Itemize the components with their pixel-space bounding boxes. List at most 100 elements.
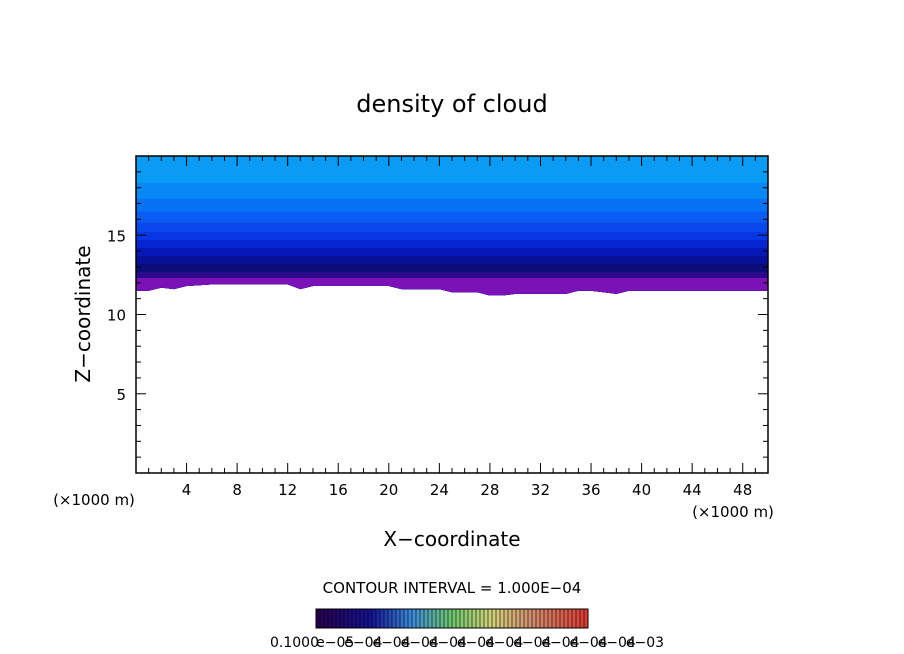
colorbar-segment — [428, 609, 432, 628]
colorbar-segment — [464, 609, 468, 628]
colorbar-label: e−03 — [626, 635, 664, 651]
colorbar-segment — [468, 609, 472, 628]
colorbar-segment — [520, 609, 524, 628]
colorbar-label: e−04 — [513, 635, 551, 651]
x-tick-label: 16 — [329, 481, 348, 499]
colorbar-segment — [412, 609, 416, 628]
colorbar-label: e−04 — [570, 635, 608, 651]
colorbar-segment — [500, 609, 504, 628]
colorbar-segment — [364, 609, 368, 628]
colorbar-segment — [548, 609, 552, 628]
x-tick-label: 4 — [182, 481, 192, 499]
x-tick-label: 20 — [379, 481, 398, 499]
colorbar-segment — [404, 609, 408, 628]
colorbar-label: e−05 — [316, 635, 354, 651]
colorbar-segment — [492, 609, 496, 628]
colorbar-segment — [456, 609, 460, 628]
colorbar-label: e−04 — [429, 635, 467, 651]
colorbar-label: e−04 — [344, 635, 382, 651]
colorbar-segment — [332, 609, 336, 628]
x-unit-label: (×1000 m) — [692, 503, 774, 521]
colorbar-label: e−04 — [485, 635, 523, 651]
colorbar-segment — [324, 609, 328, 628]
colorbar-segment — [560, 609, 564, 628]
colorbar-segment — [348, 609, 352, 628]
colorbar-segment — [564, 609, 568, 628]
colorbar — [315, 608, 589, 629]
colorbar-segment — [432, 609, 436, 628]
x-tick-label: 40 — [632, 481, 651, 499]
x-tick-label: 44 — [683, 481, 702, 499]
colorbar-segment — [452, 609, 456, 628]
colorbar-segment — [352, 609, 356, 628]
colorbar-segment — [316, 609, 320, 628]
colorbar-segment — [544, 609, 548, 628]
colorbar-segment — [580, 609, 584, 628]
colorbar-segment — [444, 609, 448, 628]
colorbar-segment — [416, 609, 420, 628]
chart-title: density of cloud — [356, 90, 547, 118]
colorbar-segment — [540, 609, 544, 628]
colorbar-segment — [536, 609, 540, 628]
colorbar-segment — [556, 609, 560, 628]
cloud-band — [136, 278, 768, 296]
x-tick-label: 36 — [581, 481, 600, 499]
colorbar-segment — [552, 609, 556, 628]
colorbar-label: e−04 — [372, 635, 410, 651]
x-tick-label: 32 — [531, 481, 550, 499]
colorbar-segment — [584, 609, 588, 628]
colorbar-segment — [504, 609, 508, 628]
colorbar-segment — [572, 609, 576, 628]
x-axis-label: X−coordinate — [383, 527, 520, 551]
colorbar-segment — [476, 609, 480, 628]
colorbar-segment — [380, 609, 384, 628]
colorbar-segment — [440, 609, 444, 628]
colorbar-segment — [472, 609, 476, 628]
colorbar-segment — [340, 609, 344, 628]
colorbar-segment — [448, 609, 452, 628]
colorbar-segment — [424, 609, 428, 628]
colorbar-segment — [356, 609, 360, 628]
colorbar-segment — [528, 609, 532, 628]
colorbar-segment — [568, 609, 572, 628]
colorbar-segment — [532, 609, 536, 628]
colorbar-segment — [320, 609, 324, 628]
colorbar-segment — [512, 609, 516, 628]
colorbar-label: 0.1000 — [270, 635, 319, 651]
colorbar-segment — [516, 609, 520, 628]
colorbar-segment — [460, 609, 464, 628]
y-tick-label: 15 — [107, 227, 126, 245]
colorbar-segment — [420, 609, 424, 628]
colorbar-segment — [372, 609, 376, 628]
x-tick-label: 28 — [480, 481, 499, 499]
contour-interval-label: CONTOUR INTERVAL = 1.000E−04 — [323, 579, 582, 597]
x-tick-label: 8 — [232, 481, 242, 499]
colorbar-segment — [336, 609, 340, 628]
colorbar-frame — [315, 608, 589, 629]
colorbar-segment — [576, 609, 580, 628]
x-tick-label: 48 — [733, 481, 752, 499]
colorbar-segment — [388, 609, 392, 628]
x-tick-label: 12 — [278, 481, 297, 499]
colorbar-segment — [344, 609, 348, 628]
colorbar-segment — [524, 609, 528, 628]
y-tick-label: 10 — [107, 307, 126, 325]
y-axis-label: Z−coordinate — [71, 245, 95, 382]
colorbar-segment — [484, 609, 488, 628]
colorbar-segment — [400, 609, 404, 628]
colorbar-label: e−04 — [598, 635, 636, 651]
y-unit-label: (×1000 m) — [53, 491, 135, 509]
axis-ticks — [136, 156, 768, 473]
colorbar-segment — [436, 609, 440, 628]
colorbar-segment — [392, 609, 396, 628]
colorbar-segment — [376, 609, 380, 628]
colorbar-segment — [384, 609, 388, 628]
x-tick-label: 24 — [430, 481, 449, 499]
colorbar-segment — [328, 609, 332, 628]
colorbar-label: e−04 — [457, 635, 495, 651]
colorbar-segment — [396, 609, 400, 628]
colorbar-segment — [408, 609, 412, 628]
colorbar-segment — [480, 609, 484, 628]
colorbar-label: e−04 — [401, 635, 439, 651]
